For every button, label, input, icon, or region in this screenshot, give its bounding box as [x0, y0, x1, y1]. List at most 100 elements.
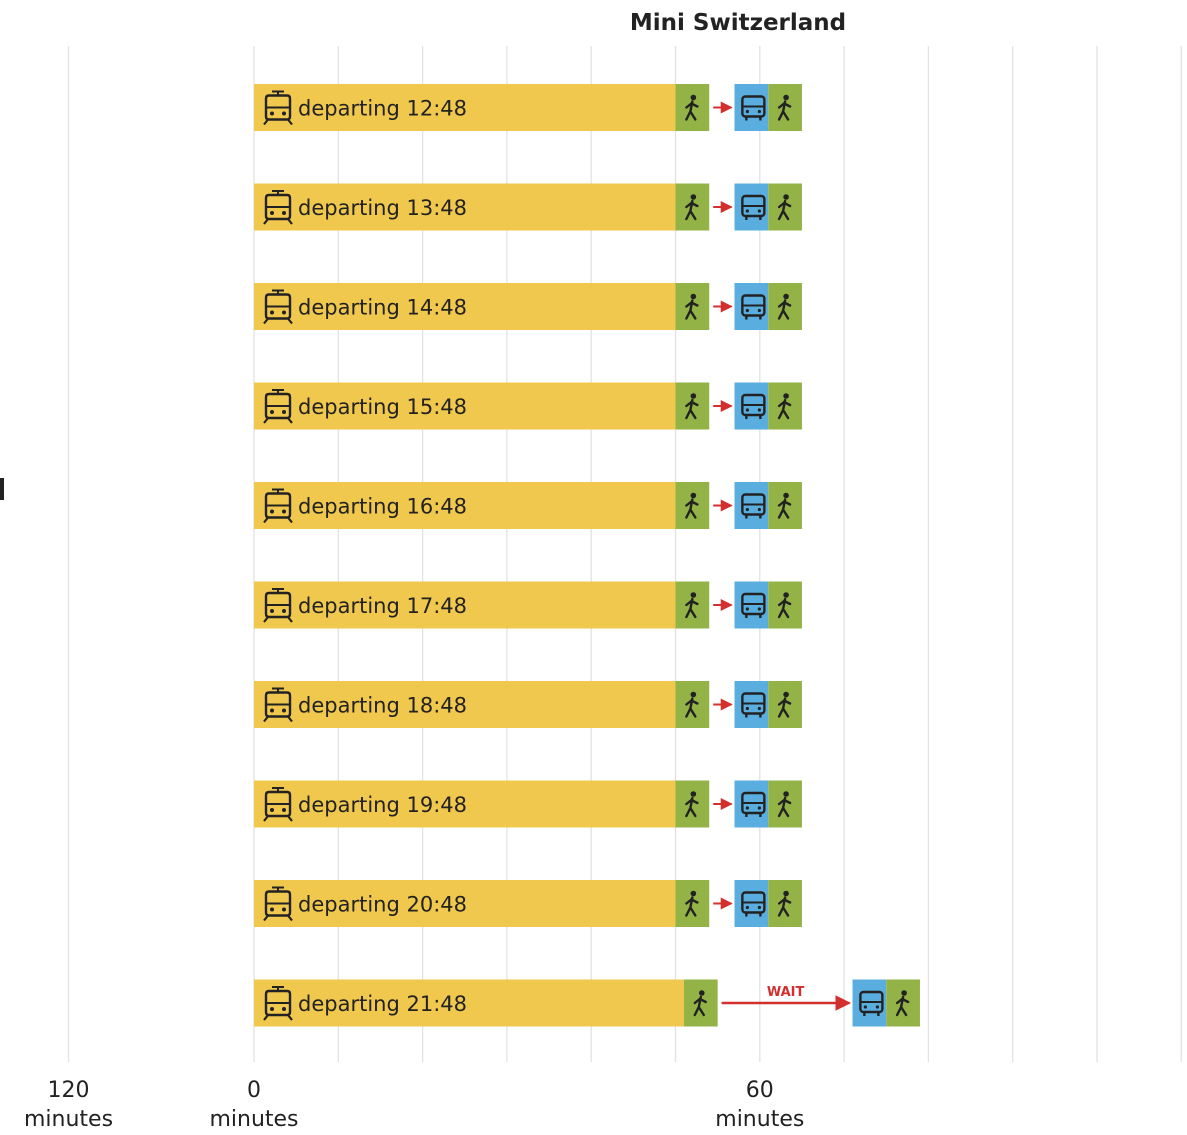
x-tick-unit: minutes	[24, 1107, 113, 1132]
pedestrian-head	[690, 393, 697, 399]
bus-light	[745, 607, 749, 611]
train-segment	[254, 283, 676, 330]
train-rail	[263, 118, 269, 126]
pedestrian-icon	[777, 592, 792, 619]
train-icon	[263, 986, 293, 1021]
train-rail	[263, 914, 269, 922]
train-segment	[254, 482, 676, 529]
train-body	[264, 691, 292, 718]
pedestrian-body	[693, 995, 707, 1017]
pedestrian-head	[783, 194, 789, 200]
train-light	[270, 410, 274, 414]
bus-light	[757, 109, 761, 114]
departure-label: departing 19:48	[298, 793, 467, 817]
train-body	[264, 989, 292, 1017]
bus-light	[757, 209, 761, 213]
bus-icon	[741, 791, 766, 817]
train-rail	[287, 616, 293, 623]
train-light	[270, 609, 274, 613]
pedestrian-icon	[693, 990, 707, 1017]
pedestrian-body	[685, 100, 699, 121]
pedestrian-head	[698, 990, 705, 996]
pedestrian-head	[690, 691, 697, 698]
departure-label: departing 12:48	[298, 97, 467, 121]
train-light	[282, 708, 286, 713]
pedestrian-icon	[685, 194, 699, 221]
train-light	[282, 410, 286, 414]
pedestrian-head	[690, 293, 697, 300]
departure-label: departing 13:48	[298, 196, 467, 220]
train-rail	[287, 317, 293, 325]
pedestrian-head	[690, 194, 697, 200]
pedestrian-body	[777, 498, 792, 519]
pedestrian-icon	[685, 791, 699, 818]
train-rail	[263, 616, 269, 623]
pedestrian-body	[777, 299, 792, 320]
pedestrian-head	[783, 293, 789, 300]
pedestrian-icon	[685, 94, 699, 121]
bus-icon	[859, 990, 884, 1016]
pedestrian-head	[901, 990, 907, 996]
pedestrian-icon	[777, 393, 792, 420]
train-body	[264, 790, 292, 818]
bus-light	[757, 806, 761, 810]
train-segment	[254, 581, 676, 629]
pedestrian-icon	[685, 393, 699, 420]
bus-light	[745, 806, 749, 810]
bus-light	[863, 1005, 867, 1009]
pedestrian-body	[685, 597, 699, 619]
pedestrian-icon	[777, 194, 792, 221]
pedestrian-body	[685, 299, 699, 320]
pedestrian-icon	[685, 592, 699, 619]
chart-title: Mini Switzerland	[630, 10, 846, 36]
pedestrian-body	[685, 896, 699, 917]
pedestrian-body	[685, 498, 699, 519]
train-icon	[263, 886, 293, 922]
train-light	[282, 609, 286, 613]
train-rail	[263, 516, 269, 524]
train-icon	[263, 289, 293, 325]
bus-light	[875, 1005, 879, 1009]
journey-row: departing 16:48	[254, 482, 802, 529]
train-icon	[263, 190, 293, 225]
x-tick-unit: minutes	[209, 1107, 298, 1132]
departure-label: departing 20:48	[298, 893, 467, 917]
pedestrian-body	[777, 597, 792, 619]
train-rail	[287, 218, 293, 225]
bus-icon	[741, 493, 766, 519]
bus-light	[757, 408, 761, 412]
bus-icon	[741, 95, 766, 121]
train-body	[264, 293, 292, 320]
x-tick-label: 0	[247, 1078, 261, 1103]
journey-row: departing 20:48	[254, 880, 802, 927]
bus-icon	[741, 393, 766, 419]
pedestrian-body	[777, 398, 792, 420]
train-light	[270, 1007, 274, 1011]
train-light	[282, 509, 286, 514]
train-icon	[263, 90, 293, 126]
pedestrian-body	[685, 697, 699, 718]
pedestrian-icon	[777, 791, 792, 818]
pedestrian-head	[783, 890, 789, 897]
train-light	[282, 111, 286, 116]
pedestrian-body	[685, 796, 699, 818]
bus-light	[745, 109, 749, 114]
train-light	[282, 1007, 286, 1011]
pedestrian-head	[783, 592, 789, 598]
train-rail	[287, 417, 293, 424]
journey-row: departing 17:48	[254, 581, 802, 629]
train-rail	[287, 516, 293, 524]
journey-row: departing 19:48	[254, 780, 802, 828]
pedestrian-body	[777, 100, 792, 121]
pedestrian-icon	[685, 293, 699, 320]
train-rail	[287, 1014, 293, 1021]
pedestrian-icon	[685, 492, 699, 519]
bus-light	[757, 308, 761, 313]
train-rail	[263, 417, 269, 424]
train-light	[270, 808, 274, 812]
train-body	[264, 591, 292, 619]
pedestrian-head	[783, 791, 789, 797]
train-light	[282, 310, 286, 315]
train-segment	[254, 84, 676, 131]
train-body	[264, 492, 292, 519]
